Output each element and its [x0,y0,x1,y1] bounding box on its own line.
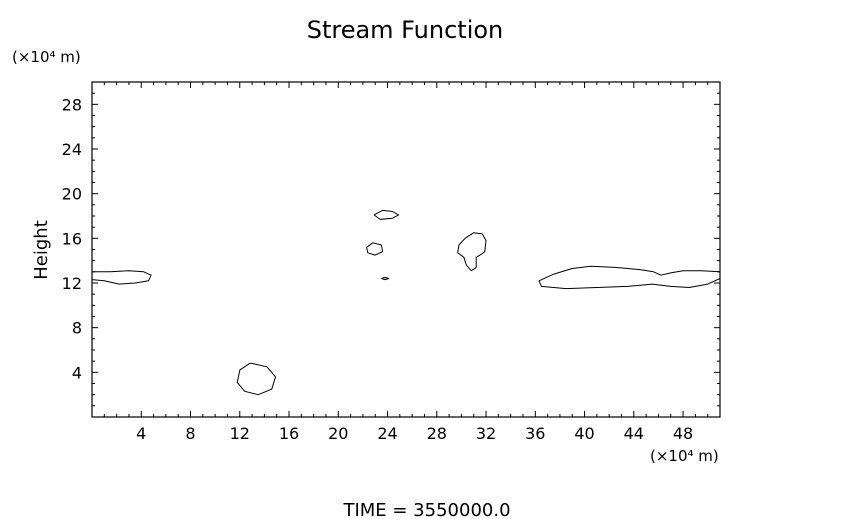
x-tick-label: 8 [185,424,195,443]
x-tick-label: 4 [136,424,146,443]
contour-left-edge-band [91,270,152,285]
y-tick-label: 28 [62,95,82,114]
axis-ticks [92,82,720,417]
y-tick-label: 4 [72,363,82,382]
contour-upper-small-cell [373,209,400,220]
x-tick-label: 16 [279,424,299,443]
contour-low-cell [236,362,276,396]
y-tick-label: 24 [62,140,82,159]
y-tick-label: 12 [62,274,82,293]
x-tick-label: 40 [574,424,594,443]
contour-lines [91,209,721,396]
x-tick-label: 12 [230,424,250,443]
contour-mid-small-cell [366,242,384,256]
x-axis-unit-label: (×10⁴ m) [650,447,719,465]
y-tick-label: 16 [62,229,82,248]
contour-right-mid-cell [457,232,487,272]
x-tick-label: 44 [624,424,644,443]
x-tick-label: 32 [476,424,496,443]
x-tick-label: 24 [377,424,397,443]
contour-tiny-cell [381,276,390,281]
y-tick-label: 8 [72,319,82,338]
x-tick-label: 48 [673,424,693,443]
time-footer: TIME = 3550000.0 [342,500,510,519]
y-tick-label: 20 [62,185,82,204]
y-axis-unit-label: (×10⁴ m) [12,48,81,66]
chart-title: Stream Function [307,16,504,44]
x-tick-label: 36 [525,424,545,443]
plot-frame [91,81,721,418]
contour-right-edge-band [538,265,721,290]
x-tick-label: 20 [328,424,348,443]
y-axis-label: Height [31,220,52,280]
x-tick-label: 28 [427,424,447,443]
